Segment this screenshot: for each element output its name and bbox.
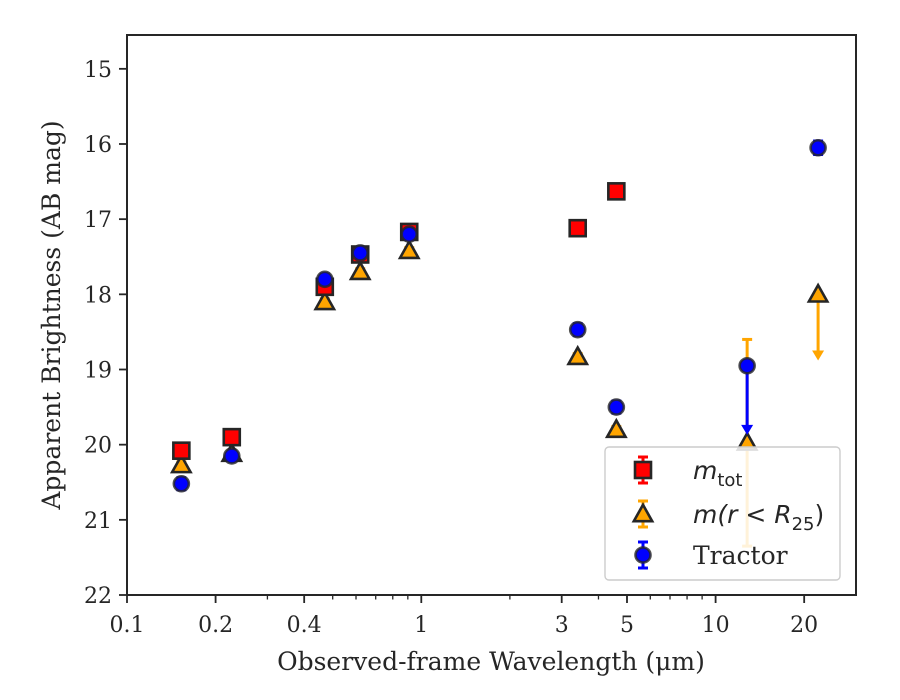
data-point (568, 320, 587, 339)
triangle-marker (566, 344, 590, 366)
data-point (806, 282, 830, 361)
data-point (566, 344, 590, 366)
data-point (738, 356, 756, 435)
x-axis-title: Observed-frame Wavelength (μm) (277, 647, 705, 676)
data-point (400, 225, 419, 243)
square-marker (222, 427, 242, 447)
triangle-marker (313, 289, 337, 311)
legend-label: mtot (693, 456, 743, 491)
limit-arrowhead (812, 350, 825, 361)
triangle-marker (631, 502, 655, 523)
data-point (313, 289, 337, 311)
data-point (607, 182, 626, 201)
square-marker (172, 441, 191, 460)
circle-marker (738, 356, 756, 375)
data-point (222, 427, 242, 447)
y-tick-label: 20 (84, 434, 112, 459)
triangle-marker (806, 282, 830, 303)
y-tick-label: 22 (84, 584, 112, 609)
y-axis: 15 16 17 18 19 20 21 22 (84, 58, 127, 609)
y-tick-label: 16 (84, 133, 112, 158)
legend: mtot m(r < R25) Tractor (604, 446, 841, 581)
y-tick-label: 21 (84, 509, 112, 534)
data-point (172, 474, 191, 493)
triangle-marker (348, 259, 372, 281)
x-tick-label: 1 (414, 613, 428, 638)
triangle-marker (169, 453, 193, 474)
circle-marker (809, 138, 827, 157)
x-tick-label: 0.2 (198, 613, 233, 638)
legend-entry: m(r < R25) (631, 499, 824, 535)
circle-marker (315, 270, 334, 289)
legend-box (604, 446, 841, 581)
circle-marker (634, 546, 652, 564)
x-tick-label: 5 (620, 613, 634, 638)
square-marker (568, 218, 588, 238)
legend-entry: Tractor (634, 540, 788, 570)
plot-frame (126, 34, 857, 596)
data-point (604, 417, 628, 439)
limit-arrowhead (741, 424, 754, 435)
y-tick-label: 15 (84, 58, 112, 83)
data-point (397, 238, 421, 260)
x-axis: 0.1 0.2 0.4 1 3 5 10 20 (110, 595, 818, 638)
circle-marker (222, 447, 241, 465)
data-point (809, 138, 827, 157)
data-point (348, 259, 372, 281)
x-tick-label: 0.1 (110, 613, 145, 638)
x-tick-label: 10 (702, 613, 730, 638)
square-marker (607, 182, 626, 201)
x-tick-label: 3 (555, 613, 569, 638)
data-point (172, 441, 191, 460)
y-tick-label: 19 (84, 358, 112, 383)
y-tick-label: 18 (84, 283, 112, 308)
legend-label: m(r < R25) (693, 500, 824, 535)
y-axis-title: Apparent Brightness (AB mag) (37, 120, 66, 510)
data-point (351, 244, 369, 262)
triangle-marker (397, 238, 421, 260)
data-point (607, 398, 626, 416)
legend-label: Tractor (693, 541, 788, 570)
x-tick-label: 0.4 (287, 613, 322, 638)
square-marker (633, 460, 653, 480)
x-tick-label: 20 (790, 613, 818, 638)
circle-marker (400, 225, 419, 243)
y-tick-label: 17 (84, 208, 112, 233)
legend-entry: mtot (633, 455, 743, 491)
circle-marker (568, 320, 587, 339)
data-point (222, 447, 241, 465)
data-point (169, 453, 193, 474)
series-circle (172, 138, 827, 493)
data-point (315, 270, 334, 289)
circle-marker (607, 398, 626, 416)
triangle-marker (604, 417, 628, 439)
circle-marker (351, 244, 369, 262)
data-point (568, 218, 588, 238)
circle-marker (172, 474, 191, 493)
